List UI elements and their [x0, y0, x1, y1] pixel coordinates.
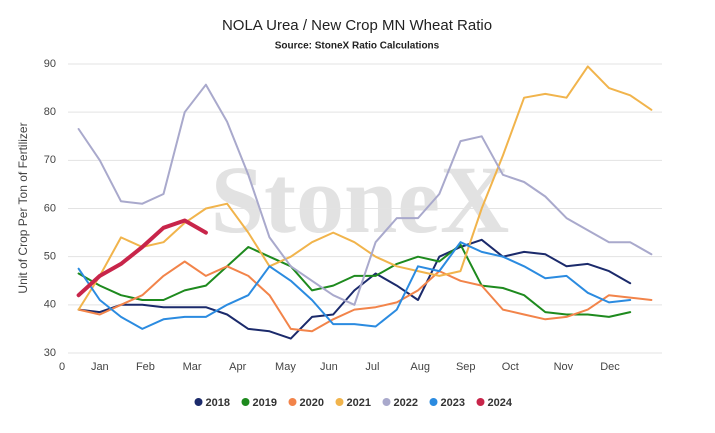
- x-tick-label: Sep: [456, 361, 476, 373]
- x-tick-label: Jul: [365, 361, 379, 373]
- x-tick-label: Nov: [554, 361, 574, 373]
- y-tick-label: 80: [44, 106, 56, 118]
- y-tick-label: 90: [44, 58, 56, 70]
- series-line: [77, 260, 653, 333]
- legend-marker: [382, 398, 391, 406]
- series-line: [77, 243, 632, 318]
- legend-label: 2021: [347, 397, 371, 409]
- legend-label: 2019: [253, 397, 277, 409]
- legend-item: 2024: [476, 397, 513, 409]
- y-tick-label: 70: [44, 154, 56, 166]
- legend-item: 2021: [335, 397, 371, 409]
- series-line: [77, 65, 653, 311]
- y-axis-label: Unit of Crop Per Ton of Fertilizer: [16, 122, 30, 293]
- legend-item: 2019: [241, 397, 277, 409]
- legend-marker: [288, 398, 297, 406]
- chart-subtitle: Source: StoneX Ratio Calculations: [275, 41, 440, 52]
- series-line: [77, 83, 653, 306]
- x-tick-label: Aug: [410, 361, 430, 373]
- legend-marker: [335, 398, 344, 406]
- legend-item: 2018: [194, 397, 230, 409]
- legend-label: 2018: [206, 397, 230, 409]
- legend-label: 2022: [394, 397, 418, 409]
- x-tick-label: Apr: [229, 361, 246, 373]
- legend-marker: [429, 398, 438, 406]
- x-tick-label: Jun: [320, 361, 338, 373]
- x-tick-label: Feb: [136, 361, 155, 373]
- legend-label: 2020: [300, 397, 324, 409]
- legend-marker: [194, 398, 203, 406]
- legend-label: 2024: [488, 397, 513, 409]
- y-tick-label: 50: [44, 251, 56, 263]
- x-tick-label: Jan: [91, 361, 109, 373]
- x-tick-label: Dec: [600, 361, 620, 373]
- x-tick-label: Oct: [502, 361, 519, 373]
- series-line: [77, 238, 632, 340]
- x-tick-label: Mar: [183, 361, 202, 373]
- series-line: [77, 241, 632, 330]
- watermark: StoneX: [211, 146, 510, 253]
- legend-label: 2023: [441, 397, 465, 409]
- chart-title: NOLA Urea / New Crop MN Wheat Ratio: [222, 17, 492, 34]
- x-tick-label: May: [275, 361, 296, 373]
- x-tick-label: 0: [59, 361, 65, 373]
- legend-marker: [241, 398, 250, 406]
- legend-item: 2023: [429, 397, 465, 409]
- legend-item: 2022: [382, 397, 418, 409]
- y-tick-label: 40: [44, 299, 56, 311]
- legend-marker: [476, 398, 485, 406]
- y-tick-label: 30: [44, 347, 56, 359]
- series-line: [76, 218, 208, 298]
- legend-item: 2020: [288, 397, 324, 409]
- y-tick-label: 60: [44, 202, 56, 214]
